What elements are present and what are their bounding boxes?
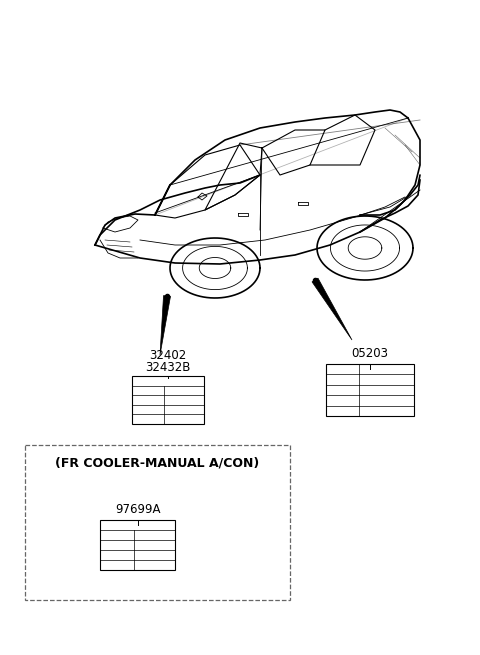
Bar bbox=[326, 364, 414, 416]
Bar bbox=[132, 376, 204, 424]
Bar bbox=[25, 445, 290, 600]
Text: 32432B: 32432B bbox=[145, 361, 191, 374]
Polygon shape bbox=[312, 278, 352, 340]
Polygon shape bbox=[160, 295, 170, 355]
Text: 32402: 32402 bbox=[149, 349, 187, 362]
Text: 97699A: 97699A bbox=[115, 503, 160, 516]
Bar bbox=[100, 520, 175, 570]
Text: 05203: 05203 bbox=[351, 347, 388, 360]
Text: (FR COOLER-MANUAL A/CON): (FR COOLER-MANUAL A/CON) bbox=[55, 457, 260, 470]
